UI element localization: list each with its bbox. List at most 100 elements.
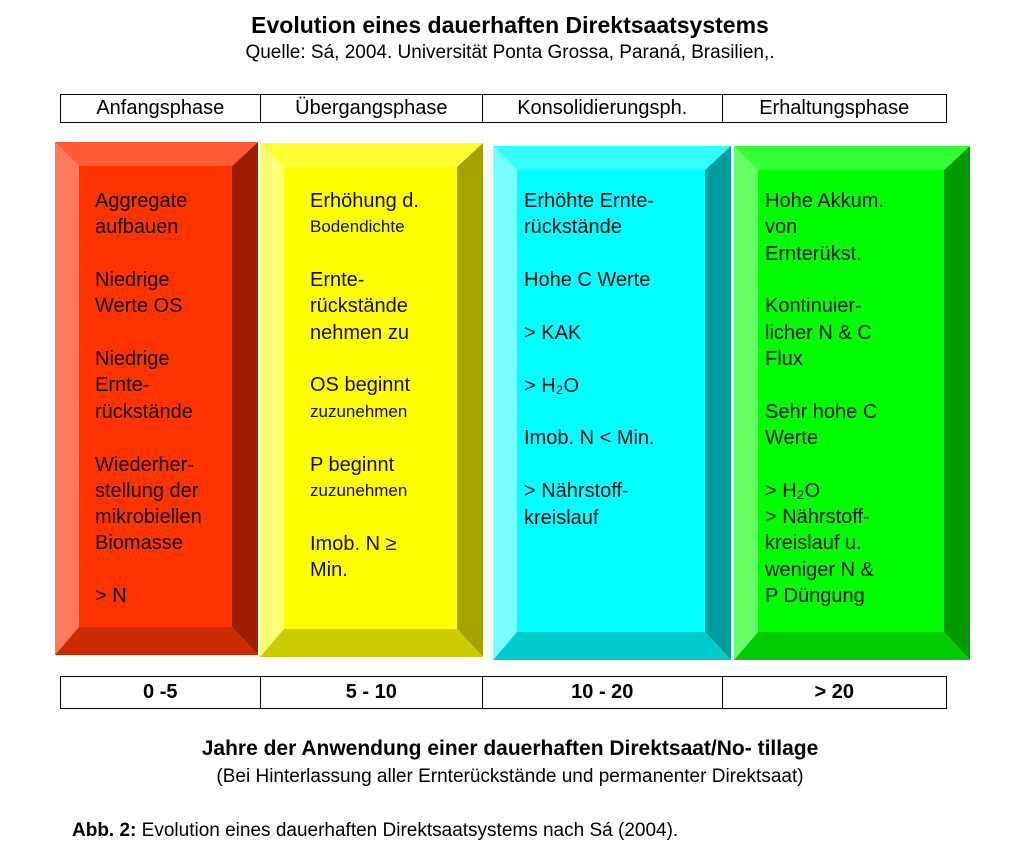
box-line: kreislauf u. bbox=[765, 532, 862, 555]
bevel-bottom bbox=[493, 632, 731, 660]
box-line: P Düngung bbox=[765, 585, 865, 608]
box-item: OS beginnt zuzunehmen bbox=[310, 372, 419, 425]
box-text: Hohe Akkum. von Ernterükst. Kontinuier-lich… bbox=[765, 188, 884, 636]
box-item: > H₂O > Nährstoff-kreislauf u. weniger N &… bbox=[765, 478, 884, 609]
box-line: Sehr hohe C bbox=[765, 400, 878, 423]
box-line: Hohe Akkum. bbox=[765, 190, 884, 212]
box-line: mikrobiellen bbox=[95, 506, 202, 529]
box-line: Kontinuier- bbox=[765, 295, 862, 318]
box-face bbox=[284, 167, 457, 629]
box-item: > H₂O bbox=[524, 373, 655, 399]
caption: Abb. 2: Evolution eines dauerhaften Dire… bbox=[72, 820, 678, 842]
bevel-top bbox=[493, 146, 731, 170]
box-line: > H₂O bbox=[524, 374, 579, 397]
year-label: 0 -5 bbox=[61, 677, 261, 708]
caption-text: Evolution eines dauerhaften Direktsaatsy… bbox=[141, 820, 679, 841]
box-line: Werte OS bbox=[95, 295, 183, 318]
year-row: 0 -5 5 - 10 10 - 20 > 20 bbox=[60, 676, 947, 709]
box-line: > H₂O bbox=[765, 479, 820, 502]
box-text: Aggregate aufbauen Niedrige Werte OS Niedrig… bbox=[95, 188, 202, 636]
title: Evolution eines dauerhaften Direktsaatsy… bbox=[251, 12, 769, 38]
box-item: > KAK bbox=[524, 320, 655, 346]
box-item: Kontinuier-licher N & C Flux bbox=[765, 293, 884, 372]
box-item: Ernte-rückstände nehmen zu bbox=[310, 267, 419, 346]
box-line: Erhöhung d. bbox=[310, 190, 419, 212]
box-item: Aggregate aufbauen bbox=[95, 188, 202, 241]
box-line: Flux bbox=[765, 347, 803, 370]
phase-label: Konsolidierungsph. bbox=[483, 95, 723, 122]
box-line: kreislauf bbox=[524, 506, 599, 529]
box-item: > Nährstoff-kreislauf bbox=[524, 478, 655, 531]
phase-label: Erhaltungsphase bbox=[759, 97, 910, 119]
box-line: Ernte- bbox=[310, 269, 365, 292]
box-item: Erhöhte Ernte-rückstände bbox=[524, 188, 655, 241]
box-line: Imob. N ≥ bbox=[310, 532, 397, 555]
year-label: 10 - 20 bbox=[483, 677, 723, 708]
box-line: > KAK bbox=[524, 321, 582, 344]
box-line: Bodendichte bbox=[310, 217, 405, 237]
box-line: Imob. N < Min. bbox=[524, 427, 655, 450]
box-line: nehmen zu bbox=[310, 321, 409, 344]
box-line: weniger N & bbox=[765, 558, 874, 581]
box-item: Erhöhung d. Bodendichte bbox=[310, 188, 419, 241]
box-line: Ernterükst. bbox=[765, 242, 862, 265]
box-line: Min. bbox=[310, 558, 348, 581]
footer-subtitle: (Bei Hinterlassung aller Ernterückstände… bbox=[216, 766, 804, 787]
box-line: Wiederher- bbox=[95, 453, 194, 476]
footer-title: Jahre der Anwendung einer dauerhaften Di… bbox=[201, 737, 819, 760]
box-line: OS beginnt bbox=[310, 374, 411, 397]
box-line: rückstände bbox=[310, 295, 408, 318]
bevel-right bbox=[232, 142, 258, 655]
bevel-top bbox=[260, 143, 483, 167]
caption-label: Abb. 2: bbox=[72, 820, 137, 841]
box-face bbox=[758, 170, 944, 632]
bevel-left bbox=[493, 146, 517, 660]
bevel-left bbox=[55, 142, 79, 655]
box-item: Sehr hohe C Werte bbox=[765, 399, 884, 452]
box-line: licher N & C bbox=[765, 321, 872, 344]
box-item: Hohe Akkum. von Ernterükst. bbox=[765, 188, 884, 267]
box-line: > Nährstoff- bbox=[765, 506, 870, 529]
box-item: P beginnt zuzunehmen bbox=[310, 452, 419, 505]
phase-row: Anfangsphase Übergangsphase Konsolidierung… bbox=[60, 94, 947, 123]
box-line: Werte bbox=[765, 427, 818, 450]
box-line: von bbox=[765, 216, 798, 239]
box-line: P beginnt bbox=[310, 453, 395, 476]
phase-label: Anfangsphase bbox=[61, 95, 261, 122]
bevel-right bbox=[705, 146, 731, 660]
box-item: Niedrige Werte OS bbox=[95, 267, 202, 320]
box-line: Biomasse bbox=[95, 532, 183, 555]
box-line: > Nährstoff- bbox=[524, 480, 629, 503]
box-line: Hohe C Werte bbox=[524, 269, 651, 292]
box-item: Wiederher-stellung der mikrobiellen Biomas… bbox=[95, 452, 202, 557]
bevel-left bbox=[260, 143, 284, 657]
box-text: Erhöhte Ernte-rückstände Hohe C Werte > KA… bbox=[524, 188, 655, 557]
bevel-bottom bbox=[260, 629, 483, 657]
box-line: aufbauen bbox=[95, 216, 179, 239]
bevel-bottom bbox=[734, 632, 970, 660]
box-line: stellung der bbox=[95, 479, 199, 502]
box-item: Imob. N ≥ Min. bbox=[310, 531, 419, 584]
bevel-bottom bbox=[55, 627, 258, 655]
phase-label: Übergangsphase bbox=[261, 95, 484, 122]
box-item: Imob. N < Min. bbox=[524, 425, 655, 451]
box-line: > N bbox=[95, 585, 127, 608]
box-line: zuzunehmen bbox=[310, 401, 408, 421]
bevel-left bbox=[734, 146, 758, 660]
box-face bbox=[79, 166, 232, 627]
box-line: zuzunehmen bbox=[310, 480, 408, 500]
bevel-right bbox=[457, 143, 483, 657]
box-line: Ernte- bbox=[95, 374, 150, 397]
bevel-right bbox=[944, 146, 970, 660]
box-text: Erhöhung d. Bodendichte Ernte-rückstände ne… bbox=[310, 188, 419, 610]
box-line: rückstände bbox=[524, 216, 622, 239]
bevel-top bbox=[734, 146, 970, 170]
box-line: rückstände bbox=[95, 400, 193, 423]
box-line: Niedrige bbox=[95, 348, 170, 371]
year-label: 5 - 10 bbox=[261, 677, 484, 708]
box-line: Aggregate bbox=[95, 190, 188, 212]
box-item: Hohe C Werte bbox=[524, 267, 655, 293]
box-face bbox=[517, 170, 705, 632]
